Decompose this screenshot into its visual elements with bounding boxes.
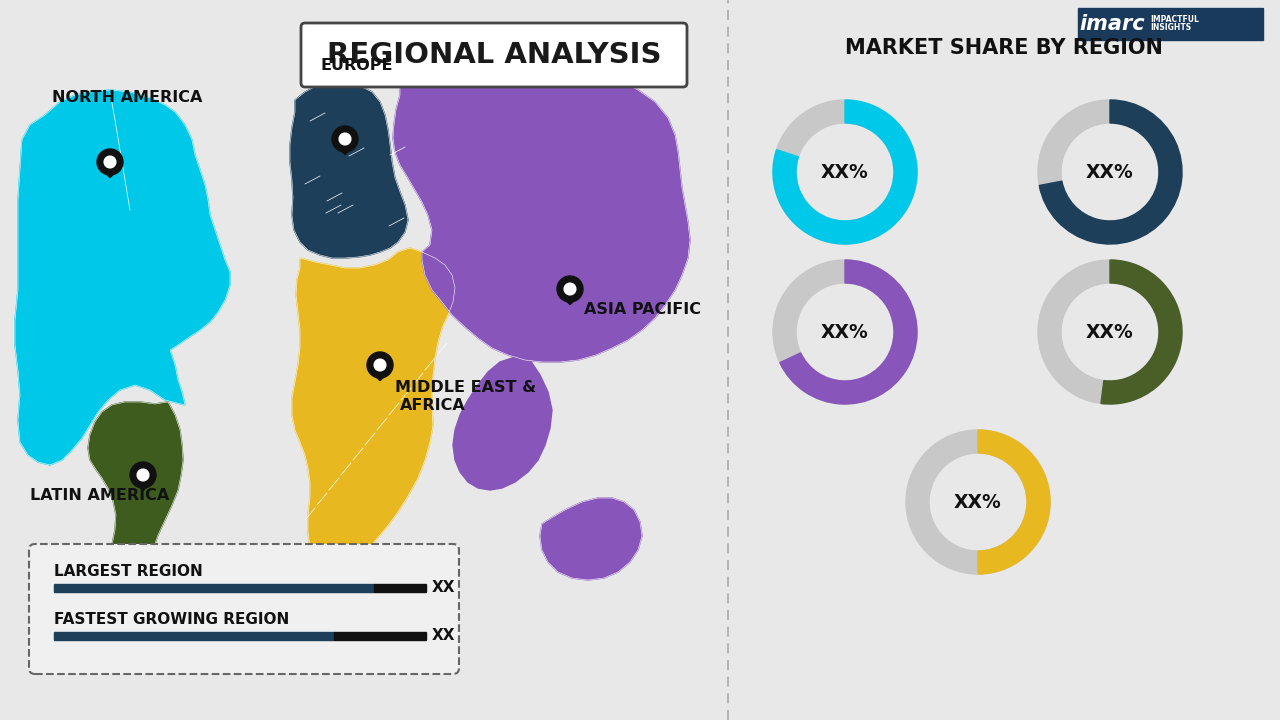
- Circle shape: [564, 283, 576, 295]
- Text: NORTH AMERICA: NORTH AMERICA: [52, 90, 202, 105]
- Wedge shape: [1038, 100, 1181, 244]
- Circle shape: [97, 149, 123, 175]
- Wedge shape: [1101, 260, 1181, 404]
- Wedge shape: [978, 430, 1050, 574]
- Polygon shape: [540, 498, 643, 580]
- Text: XX%: XX%: [822, 163, 869, 181]
- Wedge shape: [773, 260, 916, 404]
- Text: MARKET SHARE BY REGION: MARKET SHARE BY REGION: [845, 38, 1164, 58]
- Text: XX%: XX%: [954, 492, 1002, 511]
- Text: REGIONAL ANALYSIS: REGIONAL ANALYSIS: [326, 41, 662, 69]
- Wedge shape: [780, 260, 916, 404]
- Wedge shape: [906, 430, 1050, 574]
- Polygon shape: [134, 482, 152, 490]
- Bar: [1078, 8, 1263, 40]
- Text: XX: XX: [433, 580, 456, 595]
- Bar: [54, 632, 334, 640]
- Circle shape: [557, 276, 582, 302]
- Polygon shape: [453, 357, 552, 490]
- Text: XX: XX: [433, 629, 456, 644]
- Text: XX%: XX%: [822, 323, 869, 341]
- Text: MIDDLE EAST &: MIDDLE EAST &: [396, 380, 536, 395]
- Bar: [54, 584, 374, 592]
- FancyBboxPatch shape: [29, 544, 460, 674]
- Text: LATIN AMERICA: LATIN AMERICA: [29, 488, 169, 503]
- Polygon shape: [291, 82, 408, 258]
- Bar: [728, 0, 1280, 720]
- Text: imarc: imarc: [1079, 14, 1144, 34]
- Polygon shape: [561, 295, 579, 305]
- Circle shape: [137, 469, 148, 481]
- Wedge shape: [1039, 100, 1181, 244]
- Circle shape: [339, 133, 351, 145]
- Text: AFRICA: AFRICA: [399, 398, 466, 413]
- Polygon shape: [15, 90, 230, 465]
- Polygon shape: [292, 248, 454, 575]
- Text: IMPACTFUL: IMPACTFUL: [1149, 16, 1199, 24]
- Text: EUROPE: EUROPE: [320, 58, 393, 73]
- Polygon shape: [88, 402, 183, 642]
- Text: XX%: XX%: [1087, 323, 1134, 341]
- Wedge shape: [773, 100, 916, 244]
- Circle shape: [104, 156, 116, 168]
- Text: ASIA PACIFIC: ASIA PACIFIC: [584, 302, 701, 317]
- Text: INSIGHTS: INSIGHTS: [1149, 24, 1192, 32]
- Polygon shape: [101, 168, 119, 178]
- Bar: [334, 632, 426, 640]
- Circle shape: [367, 352, 393, 378]
- Wedge shape: [1038, 260, 1181, 404]
- FancyBboxPatch shape: [301, 23, 687, 87]
- Text: XX%: XX%: [1087, 163, 1134, 181]
- Polygon shape: [371, 372, 389, 381]
- Circle shape: [332, 126, 358, 152]
- Text: LARGEST REGION: LARGEST REGION: [54, 564, 202, 580]
- Circle shape: [131, 462, 156, 488]
- Text: FASTEST GROWING REGION: FASTEST GROWING REGION: [54, 613, 289, 628]
- Circle shape: [374, 359, 385, 371]
- Polygon shape: [335, 145, 355, 155]
- Polygon shape: [393, 67, 690, 362]
- Bar: [374, 584, 426, 592]
- Wedge shape: [773, 100, 916, 244]
